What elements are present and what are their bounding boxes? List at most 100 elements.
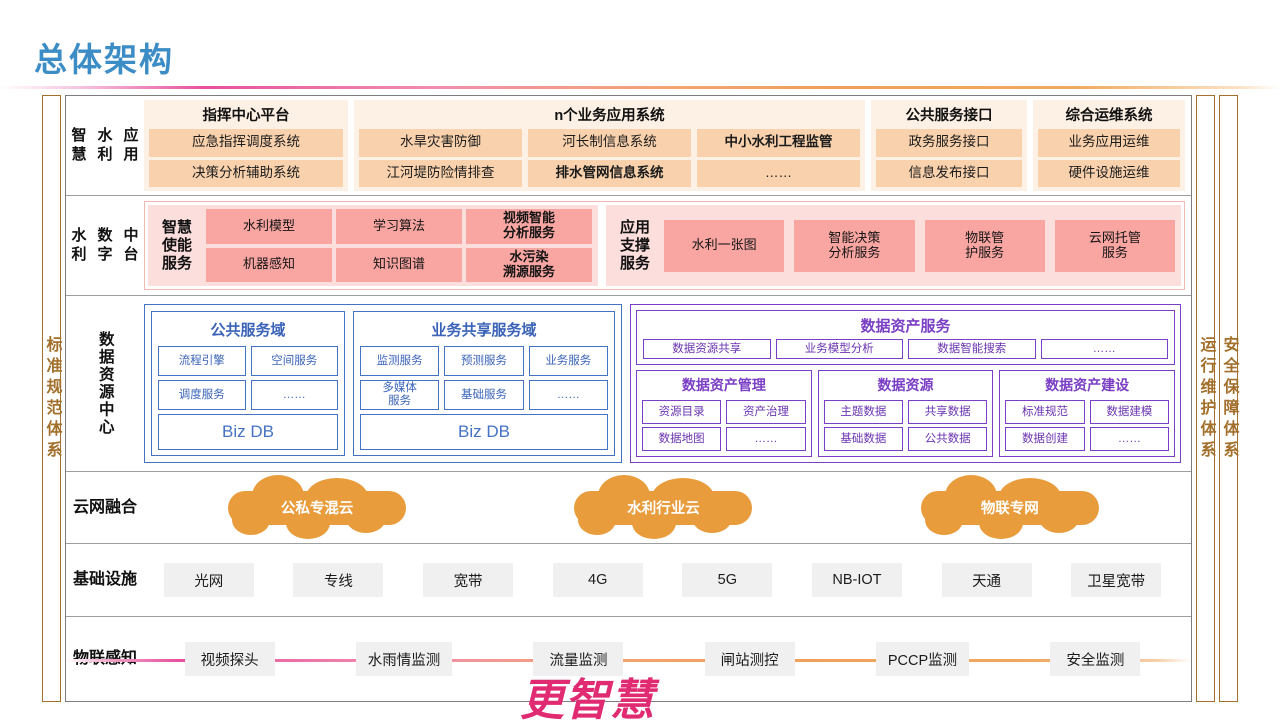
cloud-shape-hybrid[interactable]: 公私专混云 [228, 474, 407, 539]
sublabel-line-2: 使能 [161, 236, 192, 254]
asset-chip[interactable]: 数据创建 [1005, 427, 1085, 451]
asset-chip[interactable]: 数据智能搜索 [908, 339, 1036, 359]
cloud-shape-industry[interactable]: 水利行业云 [574, 474, 753, 539]
infra-item[interactable]: 天通 [941, 563, 1032, 597]
cloud-label: 水利行业云 [627, 501, 700, 517]
infra-item[interactable]: NB-IOT [811, 563, 902, 597]
app-item[interactable]: 水旱灾害防御 [359, 129, 522, 157]
domain-chip-row: 流程引擎 空间服务 [158, 346, 338, 376]
midplatform-item[interactable]: 智能决策 分析服务 [794, 219, 915, 272]
cloud-shape-iot-network[interactable]: 物联专网 [920, 474, 1099, 539]
app-item-ellipsis[interactable]: …… [697, 159, 860, 187]
domain-chip[interactable]: 多媒体 服务 [360, 380, 440, 410]
midplatform-item[interactable]: 云网托管 服务 [1054, 219, 1175, 272]
iot-item[interactable]: 视频探头 [184, 642, 275, 676]
domain-chip-ellipsis[interactable]: …… [528, 380, 608, 410]
app-item[interactable]: 信息发布接口 [876, 159, 1022, 187]
asset-column-row: 资源目录 资产治理 [642, 400, 806, 424]
layer-infrastructure: 基础设施 光网 专线 宽带 4G 5G NB-IOT 天通 卫星宽带 [66, 544, 1191, 617]
domain-chip[interactable]: 调度服务 [158, 380, 246, 410]
layer-label-iot-sensing: 物联感知 [66, 649, 144, 669]
asset-chip[interactable]: 公共数据 [908, 427, 988, 451]
iot-item[interactable]: 安全监测 [1050, 642, 1141, 676]
asset-chip[interactable]: 业务模型分析 [775, 339, 903, 359]
asset-columns: 数据资产管理 资源目录 资产治理 数据地图 …… 数据资源 [636, 370, 1176, 457]
midplatform-item[interactable]: 水利一张图 [664, 219, 785, 272]
cloud-lobe [1038, 502, 1079, 533]
midplatform-sublabel-enablement: 智慧 使能 服务 [154, 209, 200, 282]
app-item[interactable]: 中小水利工程监管 [697, 129, 860, 157]
domain-public-service: 公共服务域 流程引擎 空间服务 调度服务 …… Biz DB [151, 311, 345, 456]
layer-label-text: 数据资源中心 [96, 331, 114, 436]
data-asset-service-box: 数据资产服务 数据资源共享 业务模型分析 数据智能搜索 …… [636, 310, 1175, 365]
infra-item[interactable]: 5G [682, 563, 773, 597]
infra-item[interactable]: 宽带 [423, 563, 514, 597]
infra-item[interactable]: 4G [552, 563, 643, 597]
asset-chip[interactable]: 资产治理 [726, 400, 806, 424]
asset-chip[interactable]: 数据地图 [642, 427, 722, 451]
iot-item[interactable]: 流量监测 [533, 642, 624, 676]
midplatform-item[interactable]: 物联管 护服务 [924, 219, 1045, 272]
app-group-business-systems: n个业务应用系统 水旱灾害防御 河长制信息系统 中小水利工程监管 江河堤防险情排… [354, 100, 865, 191]
domain-chip-row: 调度服务 …… [158, 380, 338, 410]
asset-column-row: 基础数据 公共数据 [823, 427, 988, 451]
asset-chip[interactable]: 资源目录 [642, 400, 722, 424]
asset-column-row: 数据地图 …… [642, 427, 806, 451]
domain-database[interactable]: Biz DB [360, 414, 608, 450]
layer-iot-sensing: 物联感知 视频探头 水雨情监测 流量监测 闸站测控 PCCP监测 安全监测 [66, 617, 1191, 701]
app-item[interactable]: 江河堤防险情排查 [359, 159, 522, 187]
app-group-row: 业务应用运维 [1038, 129, 1180, 157]
app-item[interactable]: 决策分析辅助系统 [149, 159, 343, 187]
midplatform-item[interactable]: 知识图谱 [336, 247, 462, 282]
pillar-standards-label: 标准规范体系 [43, 335, 61, 462]
infra-item[interactable]: 卫星宽带 [1071, 563, 1162, 597]
asset-chip-ellipsis[interactable]: …… [1040, 339, 1168, 359]
layer-label-line-1: 智慧 [71, 126, 87, 163]
asset-chip-ellipsis[interactable]: …… [726, 427, 806, 451]
app-group-row: 江河堤防险情排查 排水管网信息系统 …… [359, 159, 860, 187]
asset-chip[interactable]: 基础数据 [823, 427, 904, 451]
top-gradient-divider [0, 86, 1280, 89]
layer-label-data-resource-center: 数据资源中心 [66, 304, 144, 463]
asset-chip[interactable]: 标准规范 [1005, 400, 1085, 424]
domain-chip[interactable]: 监测服务 [360, 346, 440, 376]
midplatform-item[interactable]: 水利模型 [206, 209, 332, 244]
asset-chip[interactable]: 数据建模 [1089, 400, 1170, 424]
asset-chip[interactable]: 共享数据 [908, 400, 988, 424]
app-item[interactable]: 排水管网信息系统 [528, 159, 691, 187]
iot-item[interactable]: 水雨情监测 [355, 642, 453, 676]
domain-chip-ellipsis[interactable]: …… [250, 380, 338, 410]
infra-item[interactable]: 专线 [293, 563, 384, 597]
app-group-header: n个业务应用系统 [554, 108, 665, 124]
domain-chip[interactable]: 业务服务 [528, 346, 608, 376]
asset-chip[interactable]: 主题数据 [823, 400, 904, 424]
asset-chip-ellipsis[interactable]: …… [1089, 427, 1170, 451]
app-group-header: 综合运维系统 [1065, 108, 1153, 124]
domain-chip[interactable]: 预测服务 [444, 346, 524, 376]
app-item[interactable]: 政务服务接口 [876, 129, 1022, 157]
app-item[interactable]: 应急指挥调度系统 [149, 129, 343, 157]
domain-database[interactable]: Biz DB [158, 414, 338, 450]
asset-column-row: 标准规范 数据建模 [1005, 400, 1170, 424]
midplatform-item[interactable]: 学习算法 [336, 209, 462, 244]
app-group-header: 指挥中心平台 [202, 108, 290, 124]
infra-item[interactable]: 光网 [163, 563, 254, 597]
asset-column-row: 主题数据 共享数据 [823, 400, 988, 424]
layer-label-line-2: 水利 [97, 126, 113, 163]
midplatform-item[interactable]: 机器感知 [206, 247, 332, 282]
app-item[interactable]: 业务应用运维 [1038, 129, 1180, 157]
iot-item[interactable]: PCCP监测 [875, 642, 970, 676]
domain-chip[interactable]: 空间服务 [250, 346, 338, 376]
domain-chip-row: 多媒体 服务 基础服务 …… [360, 380, 608, 410]
domain-header: 业务共享服务域 [431, 322, 537, 339]
domain-chip[interactable]: 流程引擎 [158, 346, 246, 376]
app-group-public-service-interface: 公共服务接口 政务服务接口 信息发布接口 [871, 100, 1027, 191]
app-item[interactable]: 硬件设施运维 [1038, 159, 1180, 187]
midplatform-item[interactable]: 视频智能 分析服务 [466, 209, 592, 244]
midplatform-item[interactable]: 水污染 溯源服务 [466, 247, 592, 282]
iot-item[interactable]: 闸站测控 [704, 642, 795, 676]
domain-chip[interactable]: 基础服务 [444, 380, 524, 410]
layer-label-line-2: 数字 [97, 226, 113, 263]
app-item[interactable]: 河长制信息系统 [528, 129, 691, 157]
asset-chip[interactable]: 数据资源共享 [643, 339, 771, 359]
